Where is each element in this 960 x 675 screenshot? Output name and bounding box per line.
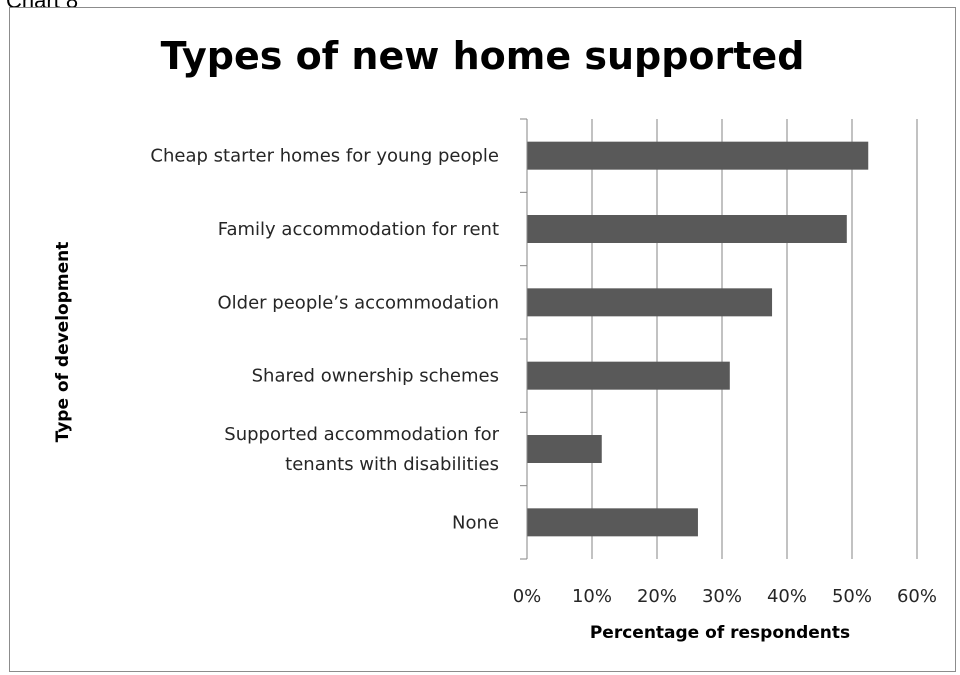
- bar: [527, 435, 602, 463]
- x-tick-label: 40%: [767, 586, 807, 607]
- category-label: Older people’s accommodation: [218, 292, 499, 313]
- x-tick-label: 50%: [832, 586, 872, 607]
- bar: [527, 361, 730, 390]
- bar: [527, 508, 698, 537]
- category-label: tenants with disabilities: [285, 454, 499, 475]
- category-label: None: [452, 512, 499, 533]
- x-tick-label: 10%: [572, 586, 612, 607]
- bar: [527, 141, 869, 170]
- x-tick-label: 20%: [637, 586, 677, 607]
- x-axis-label: Percentage of respondents: [589, 623, 851, 643]
- x-tick-label: 60%: [897, 586, 937, 607]
- x-tick-label: 0%: [513, 586, 542, 607]
- chart-frame: [9, 7, 956, 672]
- category-label: Family accommodation for rent: [218, 219, 499, 240]
- chart-title: Types of new home supported: [160, 34, 805, 78]
- bar: [527, 288, 773, 317]
- category-label: Cheap starter homes for young people: [150, 146, 499, 167]
- figure-caption: Chart 8: [6, 0, 79, 13]
- category-label: Supported accommodation for: [224, 424, 499, 445]
- category-label: Shared ownership schemes: [252, 366, 499, 387]
- x-tick-label: 30%: [702, 586, 742, 607]
- bar: [527, 215, 847, 243]
